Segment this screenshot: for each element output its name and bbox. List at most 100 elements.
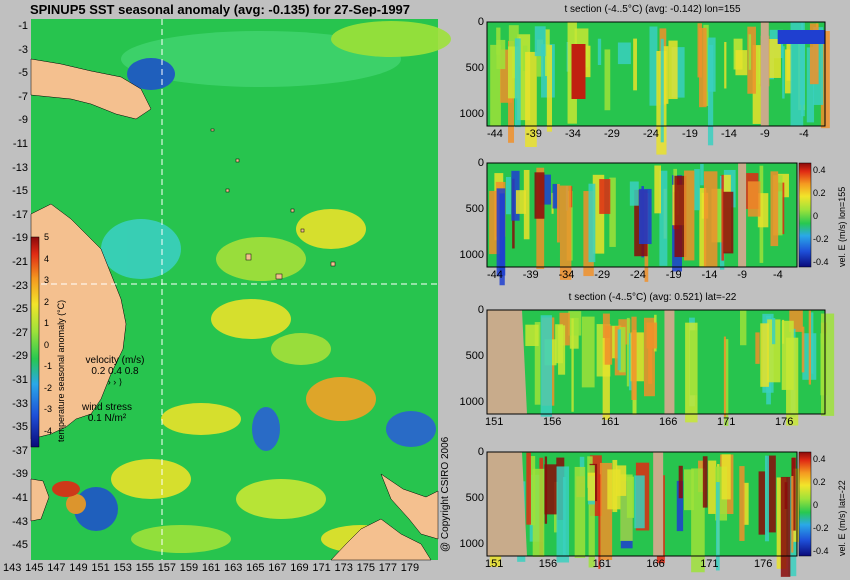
x-tick: 156	[538, 558, 558, 570]
x-tick: 171	[717, 416, 736, 428]
lat-tick: -3	[18, 43, 28, 56]
lon-tick: 171	[312, 562, 331, 574]
y-tick: 0	[477, 157, 484, 169]
tasmania-land	[30, 478, 50, 522]
x-tick: -4	[773, 269, 783, 281]
lat-tick: -21	[12, 256, 28, 268]
colorbar-tick: -0.4	[813, 257, 829, 267]
cold-patch	[777, 30, 825, 44]
wind-legend-title: wind stress	[81, 402, 132, 413]
section-plot-p3	[486, 309, 835, 426]
lat-tick: -5	[18, 67, 28, 80]
velocity-legend-title: velocity (m/s)	[85, 355, 145, 366]
lon-tick: 161	[201, 562, 221, 574]
map-colorbar	[30, 236, 40, 448]
section-panels: t section (-4..5°C) (avg: -0.142) lon=15…	[440, 0, 850, 580]
lon-tick: 163	[224, 562, 243, 574]
x-tick: -9	[737, 269, 748, 281]
velocity-legend-arrows: › › ⟩	[107, 377, 123, 387]
lat-tick: -37	[12, 444, 28, 457]
y-tick: 500	[465, 350, 484, 362]
lon-tick: 157	[157, 562, 177, 574]
x-tick: 161	[592, 558, 611, 570]
lat-tick: -29	[12, 350, 28, 363]
y-tick: 1000	[459, 538, 484, 550]
x-tick: -14	[721, 128, 737, 140]
colorbar-tick: -0.2	[813, 523, 829, 533]
lon-tick: 169	[290, 562, 309, 574]
lon-tick: 177	[378, 562, 398, 574]
lon-tick: 159	[179, 562, 199, 574]
anomaly-patches	[52, 21, 451, 553]
lat-tick: -13	[12, 161, 28, 174]
colorbar-tick: -4	[44, 425, 53, 436]
lat-tick: -25	[12, 303, 28, 316]
colorbar-tick: 2	[44, 296, 50, 307]
lat-tick: -45	[12, 539, 28, 552]
lat-tick: -1	[18, 20, 28, 32]
lat-tick: -33	[12, 397, 28, 410]
lon-tick: 145	[25, 562, 44, 574]
section-land	[664, 310, 675, 414]
colorbar-tick: 3	[44, 275, 50, 285]
colorbar-tick: 0.2	[813, 188, 826, 198]
section-land	[487, 452, 527, 556]
x-tick: 151	[485, 416, 504, 428]
lon-tick: 143	[3, 562, 22, 574]
y-tick: 1000	[459, 249, 484, 261]
colorbar-tick: 0	[813, 211, 819, 221]
lat-tick: -43	[12, 515, 28, 528]
y-tick: 1000	[459, 108, 484, 120]
lon-tick: 147	[47, 562, 66, 574]
x-tick: -14	[701, 269, 718, 281]
colorbar-label: vel. E (m/s) lon=155	[837, 186, 847, 267]
lon-tick: 151	[91, 562, 110, 574]
lon-tick: 165	[246, 562, 265, 574]
x-tick: -29	[594, 269, 611, 281]
y-tick: 500	[465, 203, 484, 215]
colorbar-tick: 0.4	[813, 454, 826, 464]
lat-tick: -15	[12, 185, 28, 198]
section-land	[760, 22, 769, 126]
colorbar-tick: -0.2	[813, 234, 829, 244]
x-tick: -39	[522, 269, 539, 281]
lat-tick: -41	[12, 492, 28, 504]
lat-tick: -39	[12, 468, 28, 481]
x-tick: -9	[760, 128, 770, 140]
x-tick: -44	[487, 269, 503, 281]
x-tick: 151	[485, 558, 504, 570]
colorbar-tick: 0.2	[813, 477, 826, 487]
colorbar-tick: -3	[44, 404, 53, 414]
nz-north-island	[380, 473, 439, 540]
hot-patch	[571, 44, 586, 99]
colorbar-tick: 5	[44, 232, 50, 242]
x-tick: 161	[601, 416, 620, 428]
australia-land	[30, 203, 127, 440]
colorbar-tick: 4	[44, 253, 50, 264]
panel-title: t section (-4..5°C) (avg: -0.142) lon=15…	[564, 4, 741, 15]
nz-south-island	[330, 518, 432, 561]
lon-tick: 179	[400, 562, 420, 574]
map-panel: -1 -3 -5 -7 -9 -11 -13 -15 -17 -19 -21 -23 -25 -27 -29…	[3, 19, 451, 574]
lon-tick: 153	[113, 562, 132, 574]
x-tick: -39	[526, 128, 542, 140]
x-tick: 156	[543, 416, 562, 428]
lat-tick: -23	[12, 279, 28, 292]
colorbar-label: vel. E (m/s) lat=-22	[837, 480, 847, 556]
lon-tick: 167	[268, 562, 287, 574]
section-plot-p1	[486, 21, 830, 155]
section-land	[487, 310, 527, 414]
colorbar-tick: -1	[44, 361, 53, 371]
x-tick: -29	[604, 128, 620, 140]
panel-title: t section (-4..5°C) (avg: 0.521) lat=-22	[568, 292, 737, 303]
lat-tick: -19	[12, 232, 28, 245]
x-tick: -19	[665, 269, 682, 281]
main-title: SPINUP5 SST seasonal anomaly (avg: -0.13…	[29, 2, 411, 17]
colorbar-tick: -2	[44, 382, 53, 393]
lat-tick: -27	[12, 326, 28, 339]
x-tick: 166	[659, 416, 678, 428]
colorbar-tick: -0.4	[813, 546, 829, 556]
x-tick: -44	[487, 128, 503, 140]
x-tick: -34	[558, 269, 575, 281]
section-colorbar	[798, 451, 812, 557]
